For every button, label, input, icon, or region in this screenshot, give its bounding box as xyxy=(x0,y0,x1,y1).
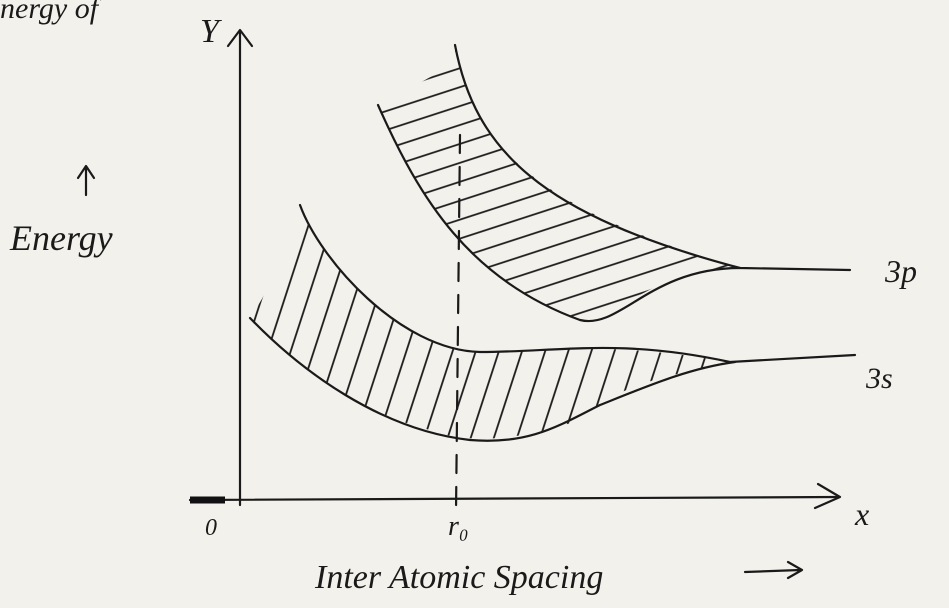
x-label: x xyxy=(854,496,869,532)
band-label: 3s xyxy=(865,362,893,395)
x-title: Inter Atomic Spacing xyxy=(314,559,603,596)
r0-label: r₀ xyxy=(448,511,469,542)
title: nergy of xyxy=(0,0,102,25)
y-label: Y xyxy=(200,13,222,50)
origin-label: 0 xyxy=(205,515,217,541)
page: {"header": {"title": "nergy of"}, "axes"… xyxy=(0,0,949,608)
spacing-arrow xyxy=(745,562,802,578)
band-3p-hatch xyxy=(378,45,740,321)
energy-label: Energy xyxy=(9,218,113,258)
diagram: nergy of Y Energy 3p 3s x 0 r₀ Inter Ato… xyxy=(0,0,949,608)
x-axis xyxy=(190,497,838,500)
energy-arrow xyxy=(78,166,94,195)
band-label: 3p xyxy=(884,253,917,289)
